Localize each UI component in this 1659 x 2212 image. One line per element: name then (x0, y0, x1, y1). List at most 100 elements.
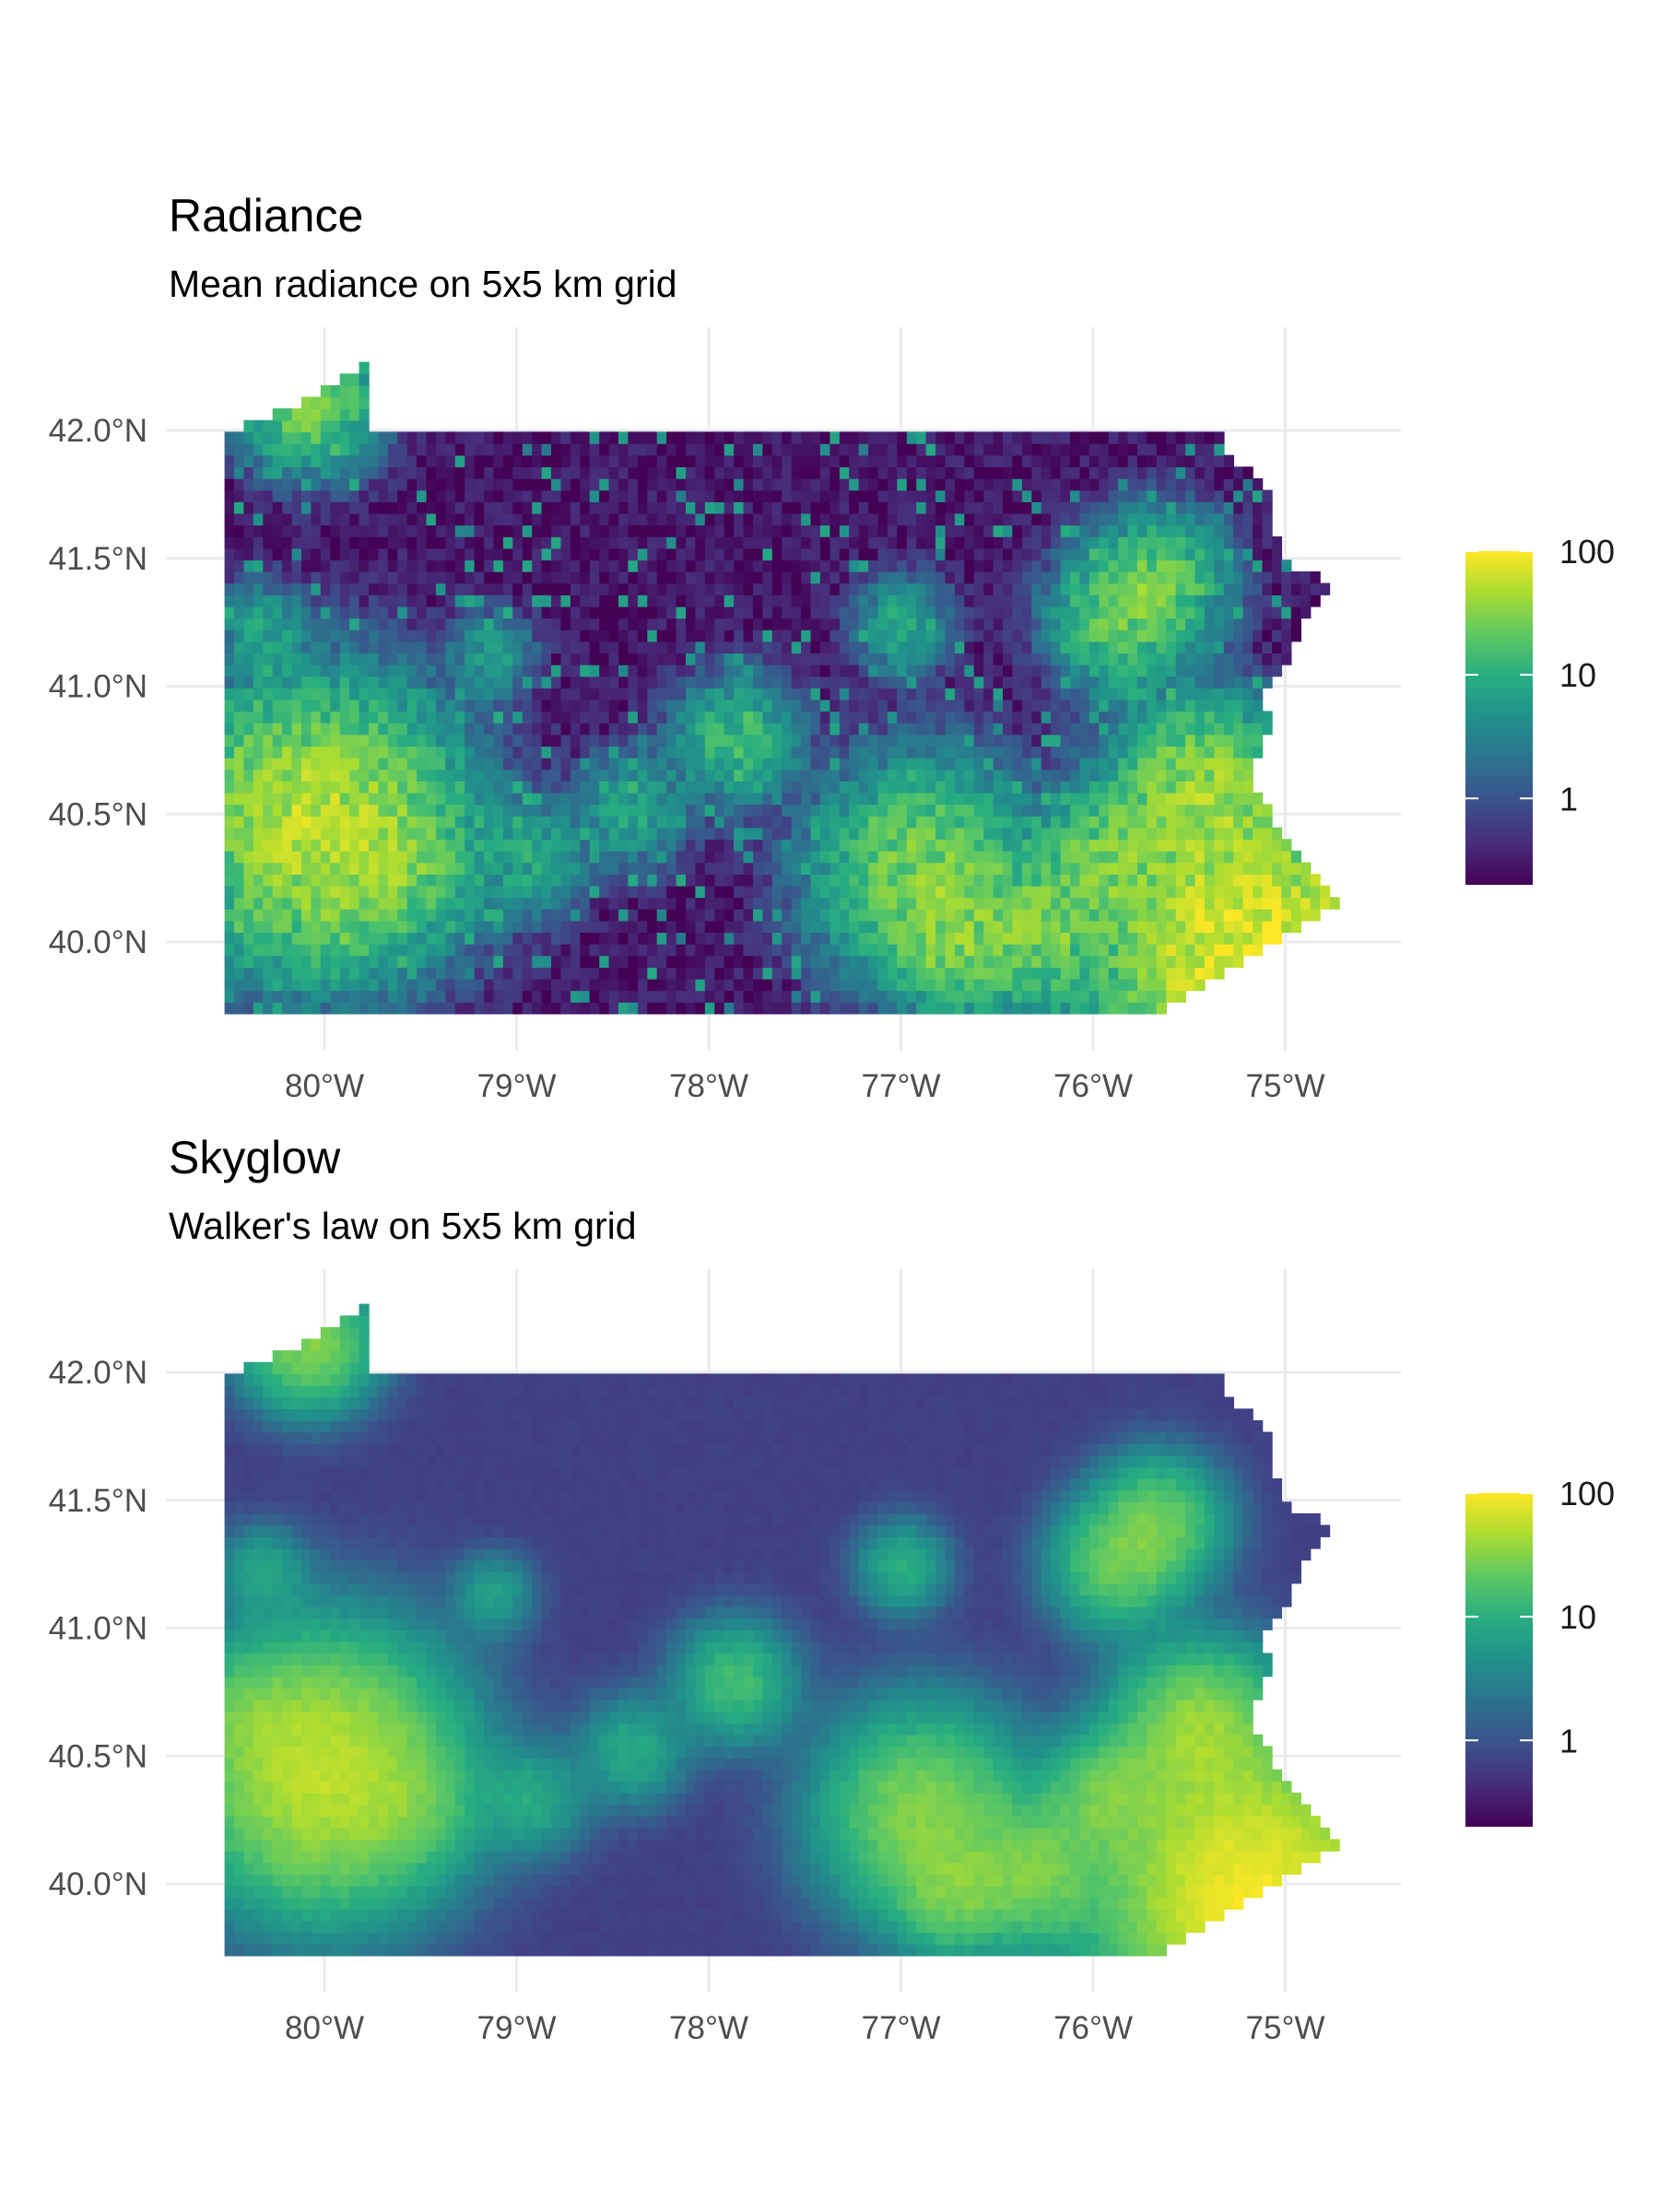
raster-cell (1088, 653, 1100, 665)
raster-cell (637, 850, 649, 864)
raster-cell (897, 501, 908, 514)
raster-cell (599, 431, 610, 444)
raster-cell (484, 594, 495, 607)
raster-cell (935, 501, 947, 514)
raster-cell (1118, 955, 1129, 968)
raster-cell (541, 967, 552, 980)
raster-cell (502, 816, 514, 829)
raster-cell (522, 955, 533, 968)
raster-cell (1088, 676, 1100, 688)
raster-cell (311, 723, 322, 735)
raster-cell (1156, 885, 1167, 899)
raster-cell (397, 431, 408, 444)
raster-cell (417, 769, 428, 782)
raster-cell (819, 769, 831, 782)
raster-cell (993, 641, 1004, 654)
raster-cell (1127, 431, 1138, 444)
raster-cell (810, 676, 821, 688)
raster-cell (686, 431, 697, 444)
raster-cell (973, 641, 984, 654)
raster-cell (387, 734, 398, 747)
raster-cell (676, 874, 687, 887)
raster-cell (369, 862, 380, 875)
raster-cell (541, 536, 552, 549)
raster-cell (704, 746, 715, 759)
raster-cell (397, 862, 408, 875)
raster-cell (771, 897, 782, 910)
raster-cell (935, 1002, 947, 1015)
raster-cell (502, 781, 514, 794)
raster-cell (263, 839, 274, 852)
raster-cell (877, 909, 888, 922)
raster-cell (1108, 501, 1119, 514)
raster-cell (378, 699, 389, 712)
raster-cell (839, 524, 850, 537)
raster-cell (877, 629, 888, 642)
raster-cell (378, 757, 389, 771)
raster-cell (291, 524, 302, 537)
raster-cell (417, 943, 428, 957)
raster-cell (1051, 629, 1062, 642)
raster-cell (311, 431, 322, 444)
raster-cell (445, 618, 456, 630)
raster-cell (686, 932, 697, 945)
raster-cell (608, 781, 619, 794)
raster-cell (1156, 920, 1167, 934)
raster-cell (647, 816, 658, 829)
raster-cell (714, 827, 725, 841)
raster-cell (906, 536, 917, 549)
raster-cell (502, 641, 514, 654)
raster-cell (810, 897, 821, 910)
raster-cell (435, 862, 447, 875)
raster-cell (570, 920, 582, 934)
raster-cell (628, 769, 639, 782)
raster-cell (868, 466, 879, 479)
raster-cell (426, 606, 437, 619)
raster-cell (964, 746, 975, 759)
raster-cell (359, 804, 370, 817)
raster-cell (570, 955, 582, 968)
raster-cell (666, 769, 677, 782)
raster-cell (397, 909, 408, 922)
raster-cell (1003, 804, 1014, 817)
raster-cell (435, 524, 447, 537)
raster-cell (714, 594, 725, 607)
raster-cell (1108, 920, 1119, 934)
raster-cell (954, 664, 966, 677)
raster-cell (782, 804, 793, 817)
raster-cell (676, 967, 687, 980)
raster-cell (1118, 618, 1129, 630)
raster-cell (253, 1002, 265, 1015)
raster-cell (791, 990, 802, 1003)
raster-cell (263, 699, 274, 712)
raster-cell (397, 885, 408, 899)
raster-cell (1118, 699, 1129, 712)
raster-cell (858, 501, 869, 514)
raster-cell (810, 885, 821, 899)
raster-cell (580, 664, 591, 677)
raster-cell (1156, 909, 1167, 922)
raster-cell (695, 443, 706, 456)
raster-cell (945, 932, 956, 945)
raster-cell (560, 978, 571, 992)
raster-cell (618, 978, 629, 992)
raster-cell (359, 419, 370, 433)
raster-cell (608, 454, 619, 467)
raster-cell (234, 885, 245, 899)
raster-cell (417, 955, 428, 968)
panel-subtitle: Mean radiance on 5x5 km grid (169, 263, 677, 305)
raster-cell (993, 839, 1004, 852)
raster-cell (311, 536, 322, 549)
raster-cell (704, 641, 715, 654)
raster-cell (1041, 582, 1052, 595)
raster-cell (493, 909, 504, 922)
raster-cell (618, 594, 629, 607)
raster-cell (291, 512, 302, 526)
raster-cell (849, 641, 860, 654)
raster-cell (589, 839, 600, 852)
raster-cell (647, 594, 658, 607)
raster-cell (1127, 839, 1138, 852)
raster-cell (311, 676, 322, 688)
raster-cell (435, 618, 447, 630)
raster-cell (887, 653, 899, 665)
